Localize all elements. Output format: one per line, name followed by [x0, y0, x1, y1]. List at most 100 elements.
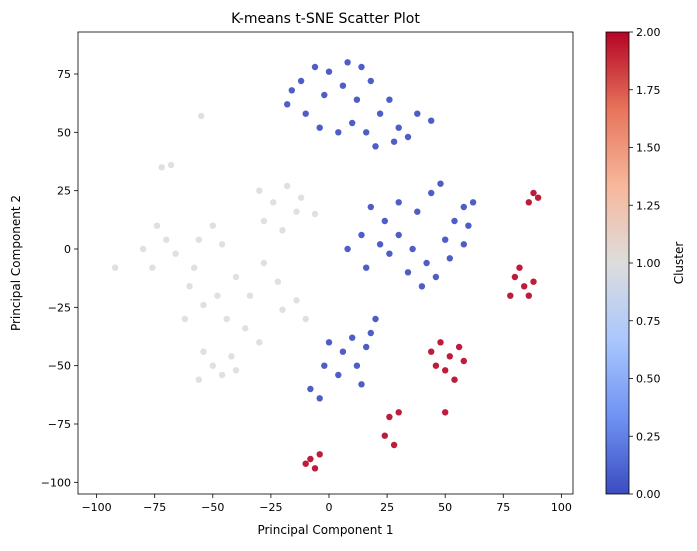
point-cluster-0 [386, 96, 393, 103]
point-cluster-0 [316, 124, 323, 131]
point-cluster-1 [191, 264, 198, 271]
point-cluster-1 [279, 227, 286, 234]
point-cluster-2 [302, 460, 309, 467]
colorbar-tick-label: 2.00 [636, 26, 661, 39]
point-cluster-2 [311, 465, 319, 472]
point-cluster-1 [218, 241, 226, 248]
point-cluster-1 [172, 250, 179, 257]
y-tick-label: 50 [57, 126, 71, 139]
point-cluster-1 [242, 325, 249, 332]
point-cluster-2 [316, 451, 323, 458]
point-cluster-0 [344, 245, 351, 253]
point-cluster-0 [339, 348, 347, 355]
x-tick-label: −50 [201, 501, 224, 514]
point-cluster-1 [297, 194, 305, 201]
colorbar-axis: 0.00 0.25 0.50 0.75 1.00 1.25 1.50 1.75 2.00 [629, 26, 661, 501]
point-cluster-0 [414, 208, 421, 215]
point-cluster-0 [325, 339, 333, 346]
point-cluster-0 [376, 110, 384, 117]
point-cluster-2 [442, 409, 449, 416]
point-cluster-1 [279, 306, 286, 313]
point-cluster-2 [525, 199, 532, 206]
point-cluster-2 [525, 292, 532, 299]
point-cluster-1 [195, 236, 202, 243]
x-tick-label: 25 [380, 501, 394, 514]
point-cluster-1 [209, 222, 216, 229]
point-cluster-0 [460, 203, 467, 211]
point-cluster-1 [209, 362, 216, 369]
point-cluster-0 [335, 129, 342, 136]
point-cluster-1 [200, 301, 207, 309]
colorbar-tick-label: 1.50 [636, 142, 661, 155]
point-cluster-2 [390, 441, 398, 449]
point-cluster-1 [228, 353, 235, 360]
point-cluster-1 [149, 264, 156, 271]
point-cluster-0 [353, 96, 361, 103]
point-cluster-0 [321, 91, 328, 99]
point-cluster-2 [381, 432, 388, 439]
point-cluster-0 [353, 362, 361, 369]
y-tick-label: −75 [48, 418, 71, 431]
point-cluster-2 [451, 376, 458, 383]
point-cluster-0 [428, 117, 435, 124]
point-cluster-1 [232, 273, 240, 281]
point-cluster-0 [321, 362, 328, 369]
point-cluster-1 [260, 217, 268, 225]
point-cluster-0 [428, 189, 435, 197]
point-cluster-1 [158, 164, 165, 171]
point-cluster-1 [139, 245, 147, 253]
point-cluster-0 [367, 329, 374, 337]
point-cluster-1 [293, 297, 300, 304]
colorbar-tick-label: 1.00 [636, 257, 661, 270]
point-cluster-1 [214, 292, 221, 299]
chart-title: K-means t-SNE Scatter Plot [231, 11, 420, 27]
point-cluster-1 [284, 182, 291, 190]
point-cluster-0 [297, 77, 305, 85]
point-cluster-1 [256, 339, 263, 346]
y-axis-label: Principal Component 2 [9, 195, 23, 331]
x-axis-label: Principal Component 1 [257, 523, 393, 537]
point-cluster-0 [288, 87, 295, 94]
x-tick-label: 100 [551, 501, 572, 514]
point-cluster-0 [446, 255, 453, 262]
point-cluster-2 [530, 278, 537, 285]
point-cluster-0 [339, 82, 347, 89]
y-tick-label: −50 [48, 360, 71, 373]
plot-frame [77, 31, 574, 495]
point-cluster-1 [246, 292, 254, 299]
point-cluster-2 [432, 362, 440, 369]
point-cluster-0 [414, 110, 421, 117]
point-cluster-0 [367, 77, 374, 85]
point-cluster-2 [534, 194, 542, 201]
point-cluster-0 [372, 143, 379, 150]
point-cluster-0 [395, 124, 402, 131]
point-cluster-0 [386, 250, 393, 257]
point-cluster-1 [260, 259, 268, 267]
point-cluster-0 [442, 236, 449, 243]
point-cluster-2 [455, 343, 463, 351]
point-cluster-0 [316, 395, 323, 402]
colorbar-tick-label: 0.25 [636, 430, 661, 443]
point-cluster-0 [423, 259, 430, 267]
point-cluster-0 [460, 241, 467, 248]
x-tick-label: 0 [325, 501, 332, 514]
point-cluster-1 [163, 236, 170, 243]
point-cluster-1 [195, 376, 202, 383]
point-cluster-0 [451, 217, 458, 225]
point-cluster-1 [302, 315, 309, 323]
point-cluster-1 [232, 367, 240, 374]
point-cluster-0 [372, 315, 379, 323]
point-cluster-0 [395, 231, 402, 239]
point-cluster-0 [432, 273, 440, 281]
point-cluster-0 [349, 334, 356, 341]
y-tick-label: −25 [48, 301, 71, 314]
point-cluster-0 [349, 119, 356, 127]
point-cluster-1 [200, 348, 207, 355]
point-cluster-2 [446, 353, 453, 360]
point-cluster-0 [358, 231, 365, 239]
x-tick-label: 50 [438, 501, 452, 514]
point-cluster-0 [395, 199, 402, 206]
point-cluster-1 [274, 278, 282, 285]
